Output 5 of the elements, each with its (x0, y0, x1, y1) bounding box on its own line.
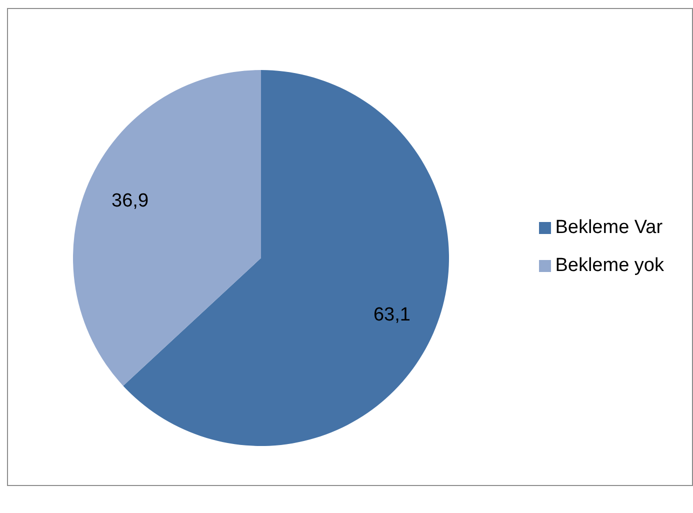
legend-label: Bekleme yok (555, 255, 664, 276)
data-label: 36,9 (112, 190, 149, 212)
legend-label: Bekleme Var (555, 217, 663, 238)
data-label: 63,1 (373, 304, 410, 326)
pie-slice (73, 70, 261, 386)
